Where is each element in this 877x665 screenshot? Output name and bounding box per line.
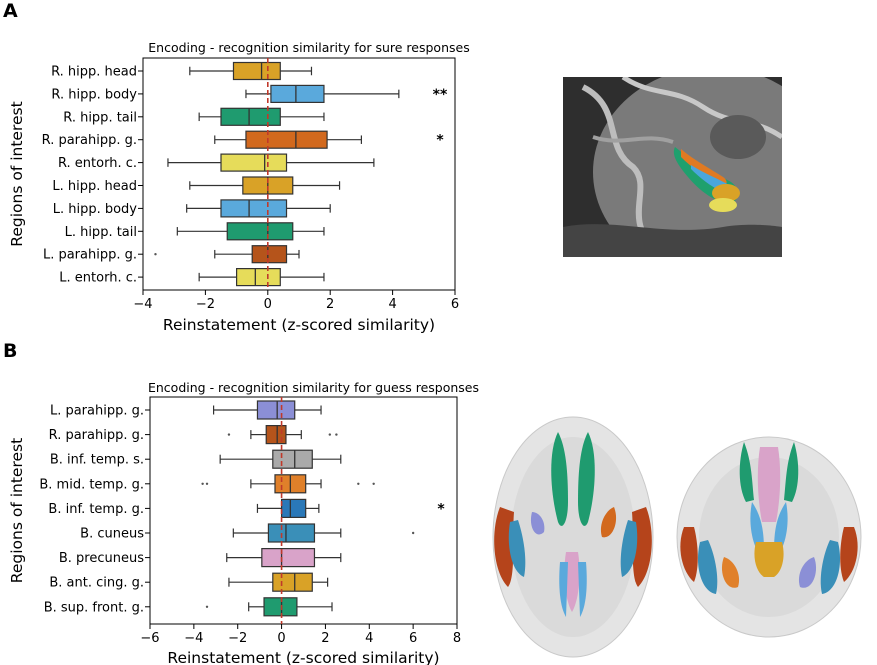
- y-tick-label: B. inf. temp. g.: [48, 502, 144, 517]
- x-tick-label: 0: [277, 631, 285, 646]
- outlier-point: [372, 482, 375, 485]
- outlier-point: [411, 531, 415, 535]
- x-tick-label: 2: [326, 297, 334, 312]
- brain-render-axial: [492, 416, 654, 658]
- x-tick-label: 2: [321, 631, 329, 646]
- y-tick-label: B. precuneus: [59, 551, 144, 566]
- outlier-point: [335, 433, 338, 436]
- significance-marker: *: [436, 133, 444, 149]
- box: [220, 199, 288, 218]
- y-tick-label: R. hipp. head: [51, 65, 137, 80]
- plot-frame: [142, 57, 456, 291]
- outlier-point: [205, 605, 209, 608]
- x-axis-label: Reinstatement (z-scored similarity): [163, 316, 435, 334]
- y-tick-label: L. hipp. tail: [65, 225, 137, 240]
- panel-label-a: A: [3, 0, 18, 22]
- box: [272, 572, 313, 592]
- y-axis-label: Regions of interest: [8, 101, 26, 246]
- plot-frame: [149, 396, 458, 625]
- x-tick-label: 0: [264, 297, 272, 312]
- y-tick-label: L. hipp. head: [52, 179, 137, 194]
- brain-render-coronal: [676, 436, 862, 638]
- x-tick-label: −2: [196, 297, 215, 312]
- x-axis-label: Reinstatement (z-scored similarity): [167, 649, 439, 665]
- x-tick-label: −6: [140, 631, 159, 646]
- box: [251, 245, 288, 264]
- y-tick-label: B. mid. temp. g.: [39, 477, 144, 492]
- y-tick-label: L. entorh. c.: [59, 271, 137, 286]
- mri-sagittal-image: [563, 77, 782, 257]
- y-tick-label: L. hipp. body: [53, 202, 138, 217]
- chart-title: Encoding - recognition similarity for su…: [148, 40, 469, 55]
- y-tick-label: R. hipp. tail: [63, 110, 137, 125]
- x-tick-label: 6: [451, 297, 459, 312]
- y-tick-label: B. inf. temp. s.: [50, 453, 144, 468]
- box: [272, 449, 313, 469]
- box: [245, 130, 328, 149]
- box: [256, 400, 296, 420]
- x-tick-label: −4: [184, 631, 203, 646]
- box: [220, 107, 281, 126]
- y-tick-label: B. sup. front. g.: [44, 600, 144, 615]
- chart-title: Encoding - recognition similarity for gu…: [148, 380, 479, 395]
- y-tick-label: L. parahipp. g.: [43, 248, 137, 263]
- y-tick-label: R. parahipp. g.: [42, 133, 137, 148]
- x-tick-label: 4: [365, 631, 373, 646]
- x-tick-label: 6: [409, 631, 417, 646]
- box: [265, 425, 287, 445]
- x-tick-label: −4: [133, 297, 152, 312]
- x-tick-label: −2: [228, 631, 247, 646]
- outlier-point: [328, 433, 332, 436]
- y-tick-label: R. hipp. body: [51, 87, 137, 102]
- x-tick-label: 8: [453, 631, 461, 646]
- outlier-point: [154, 253, 157, 256]
- y-tick-label: B. ant. cing. g.: [49, 576, 144, 591]
- box: [270, 84, 325, 104]
- y-tick-label: B. cuneus: [80, 527, 144, 542]
- panel-label-b: B: [3, 340, 18, 362]
- outlier-point: [205, 482, 209, 485]
- outlier-point: [227, 433, 231, 436]
- outlier-point: [357, 482, 360, 485]
- box: [236, 268, 281, 287]
- box: [280, 498, 307, 518]
- y-axis-label: Regions of interest: [8, 438, 26, 583]
- y-tick-label: R. entorh. c.: [58, 156, 137, 171]
- y-tick-label: L. parahipp. g.: [50, 404, 144, 419]
- x-tick-label: 4: [388, 297, 396, 312]
- significance-marker: **: [433, 87, 448, 103]
- box: [220, 153, 288, 172]
- box: [261, 547, 316, 568]
- outlier-point: [201, 482, 204, 485]
- significance-marker: *: [437, 501, 445, 517]
- box: [267, 523, 316, 543]
- y-tick-label: R. parahipp. g.: [49, 428, 144, 443]
- box: [226, 222, 294, 241]
- box: [232, 61, 281, 81]
- box: [263, 597, 298, 617]
